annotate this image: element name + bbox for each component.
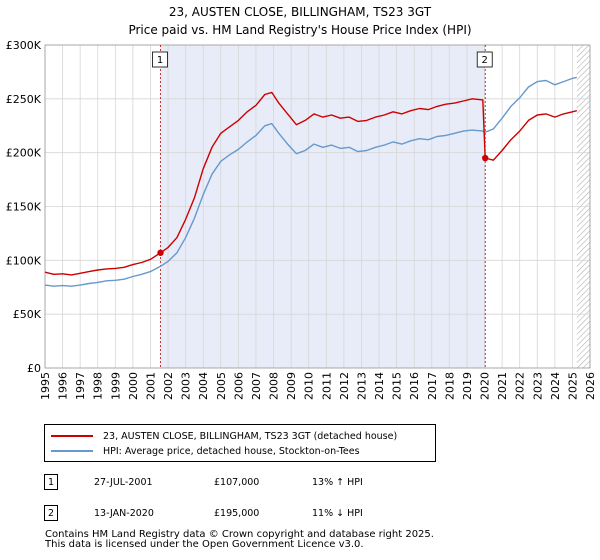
x-tick-label: 2024	[549, 372, 562, 400]
legend-label-hpi: HPI: Average price, detached house, Stoc…	[103, 445, 360, 457]
transaction-marker: 2	[44, 505, 58, 521]
y-tick-label: £0	[27, 362, 41, 375]
x-tick-label: 2018	[443, 372, 456, 400]
x-tick-label: 2001	[144, 372, 157, 400]
transaction-marker: 1	[44, 474, 58, 490]
x-tick-label: 2004	[197, 372, 210, 400]
property-series-line	[44, 91, 577, 276]
transaction-row: 1 27-JUL-2001 £107,000 13% ↑ HPI	[44, 472, 363, 492]
x-tick-label: 2005	[215, 372, 228, 400]
transaction-hpi-delta: 11% ↓ HPI	[312, 507, 363, 519]
x-tick-label: 2022	[514, 372, 527, 400]
legend-swatch-property	[51, 435, 93, 437]
transaction-price: £195,000	[214, 507, 260, 519]
transaction-price: £107,000	[214, 476, 260, 488]
y-tick-label: £300K	[6, 39, 42, 52]
y-tick-label: £100K	[6, 254, 42, 267]
y-tick-label: £50K	[13, 308, 42, 321]
x-tick-label: 2012	[338, 372, 351, 400]
x-tick-label: 1998	[92, 372, 105, 400]
x-tick-label: 1995	[39, 372, 52, 400]
x-tick-label: 2011	[320, 372, 333, 400]
transaction-row: 2 13-JAN-2020 £195,000 11% ↓ HPI	[44, 503, 363, 523]
x-tick-label: 2006	[232, 372, 245, 400]
x-tick-label: 2010	[303, 372, 316, 400]
x-tick-label: 1997	[74, 372, 87, 400]
x-tick-label: 1999	[109, 372, 122, 400]
x-tick-label: 2007	[250, 372, 263, 400]
footer-licence: This data is licensed under the Open Gov…	[45, 539, 364, 550]
x-tick-label: 2017	[426, 372, 439, 400]
x-tick-label: 2020	[479, 372, 492, 400]
hpi-series-line	[44, 76, 577, 287]
sale-point	[482, 154, 489, 162]
y-tick-label: £250K	[6, 93, 42, 106]
x-tick-label: 2016	[408, 372, 421, 400]
sale-label-box	[152, 51, 168, 68]
sale-point	[157, 249, 164, 256]
x-tick-label: 2003	[180, 372, 193, 400]
plot-frame	[44, 44, 591, 369]
chart-subtitle: Price paid vs. HM Land Registry's House …	[128, 23, 471, 37]
legend-label-property: 23, AUSTEN CLOSE, BILLINGHAM, TS23 3GT (…	[103, 430, 398, 442]
sale-label: 2	[482, 55, 488, 66]
x-tick-label: 2023	[531, 372, 544, 400]
legend-swatch-hpi	[51, 450, 93, 452]
y-tick-label: £200K	[6, 147, 42, 160]
x-tick-label: 2015	[391, 372, 404, 400]
transaction-date: 27-JUL-2001	[94, 476, 153, 488]
sale-label: 1	[157, 55, 163, 66]
footer: Contains HM Land Registry data © Crown c…	[45, 530, 434, 550]
transaction-date: 13-JAN-2020	[94, 507, 154, 519]
x-tick-label: 2021	[496, 372, 509, 400]
price-chart: 23, AUSTEN CLOSE, BILLINGHAM, TS23 3GT P…	[6, 5, 597, 400]
x-tick-label: 2014	[373, 372, 386, 400]
x-tick-label: 2008	[268, 372, 281, 400]
x-tick-label: 1996	[57, 372, 70, 400]
chart-title: 23, AUSTEN CLOSE, BILLINGHAM, TS23 3GT	[169, 5, 432, 19]
x-tick-label: 2009	[285, 372, 298, 400]
transaction-hpi-delta: 13% ↑ HPI	[312, 476, 363, 488]
legend-item-property: 23, AUSTEN CLOSE, BILLINGHAM, TS23 3GT (…	[51, 429, 397, 443]
footer-copyright: Contains HM Land Registry data © Crown c…	[45, 529, 434, 540]
x-tick-label: 2019	[461, 372, 474, 400]
x-tick-label: 2026	[584, 372, 597, 400]
x-tick-label: 2025	[566, 372, 579, 400]
sale-label-box	[476, 51, 493, 68]
legend-item-hpi: HPI: Average price, detached house, Stoc…	[51, 444, 360, 458]
x-tick-label: 2002	[162, 372, 175, 400]
x-tick-label: 2000	[127, 372, 140, 400]
y-tick-label: £150K	[6, 201, 42, 214]
x-tick-label: 2013	[355, 372, 368, 400]
legend: 23, AUSTEN CLOSE, BILLINGHAM, TS23 3GT (…	[44, 424, 436, 462]
